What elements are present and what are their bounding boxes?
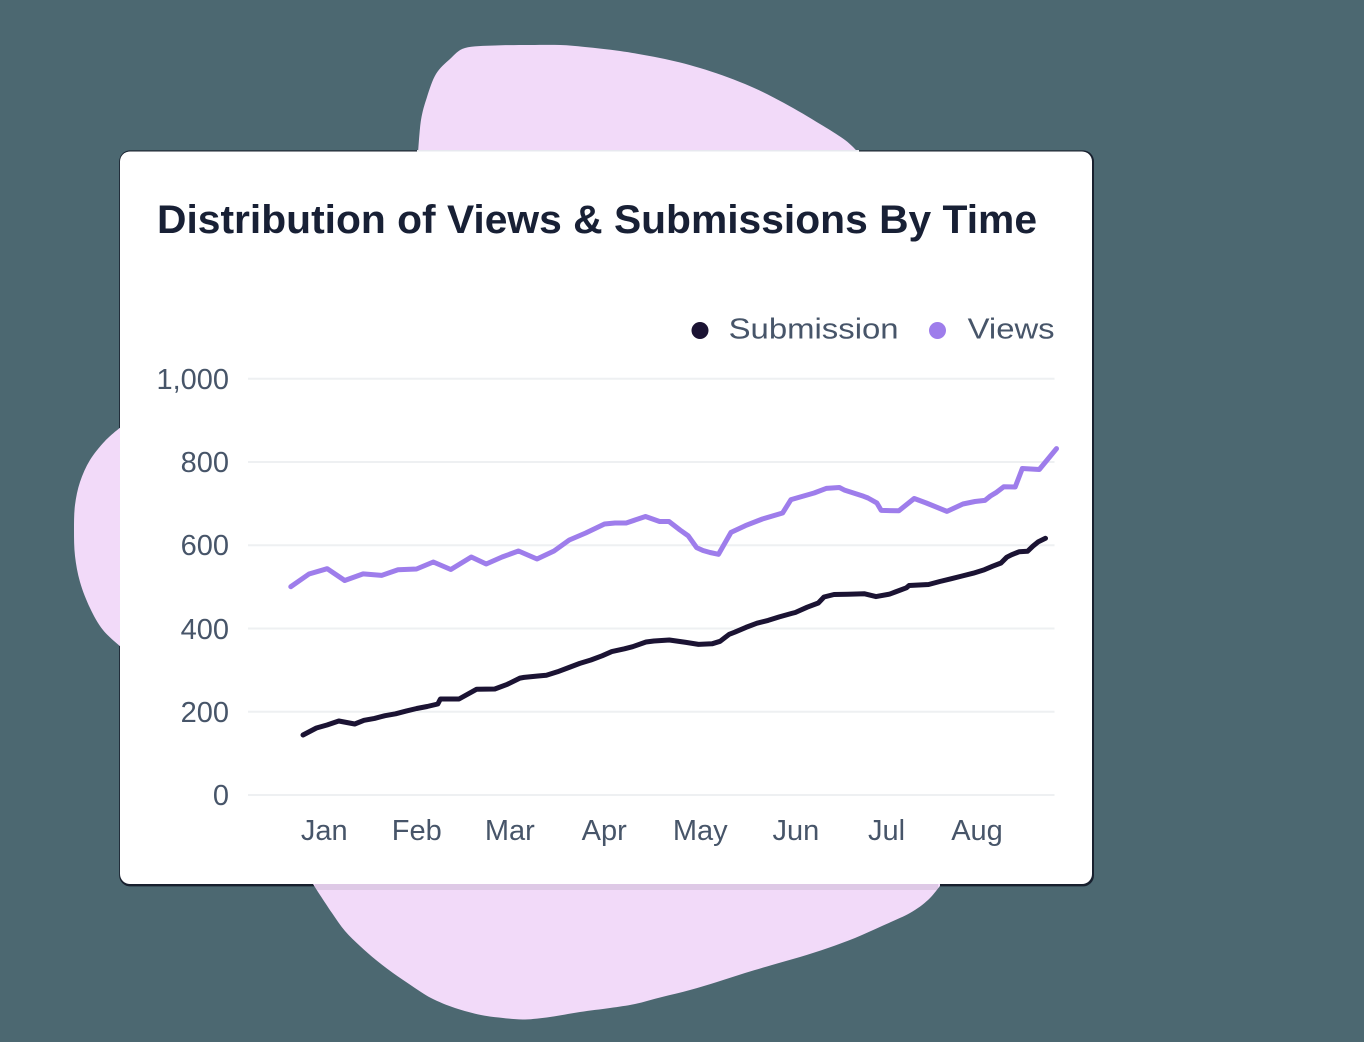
svg-text:Feb: Feb	[392, 815, 442, 847]
svg-text:800: 800	[181, 447, 229, 479]
svg-text:0: 0	[213, 780, 229, 812]
svg-text:Views: Views	[968, 314, 1055, 346]
svg-text:Jan: Jan	[301, 815, 348, 847]
svg-text:400: 400	[181, 614, 229, 646]
svg-text:1,000: 1,000	[157, 364, 230, 396]
svg-text:Aug: Aug	[951, 815, 1003, 847]
svg-text:Submission: Submission	[729, 314, 899, 346]
svg-text:Apr: Apr	[582, 815, 627, 847]
svg-text:Jun: Jun	[773, 815, 820, 847]
svg-text:Mar: Mar	[485, 815, 535, 847]
svg-text:600: 600	[181, 530, 229, 562]
svg-text:200: 200	[181, 697, 229, 729]
svg-text:Jul: Jul	[868, 815, 905, 847]
svg-text:Distribution of Views & Submis: Distribution of Views & Submissions By T…	[157, 198, 1037, 242]
svg-text:May: May	[673, 815, 728, 847]
